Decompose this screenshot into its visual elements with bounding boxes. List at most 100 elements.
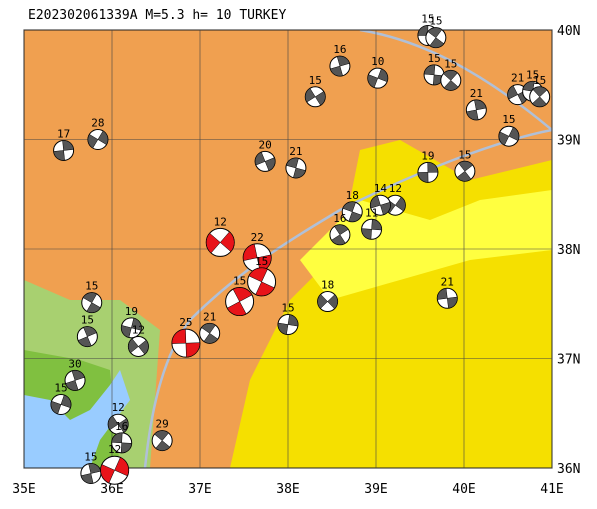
- depth-label: 10: [371, 55, 384, 68]
- beachball: [225, 287, 255, 317]
- beachball-quadrant: [361, 219, 382, 240]
- beachball: [440, 69, 462, 91]
- lat-tick-label: 36N: [557, 462, 580, 477]
- beachball-quadrant: [532, 86, 548, 108]
- depth-label: 15: [85, 280, 98, 293]
- beachball: [329, 55, 351, 77]
- beachball: [329, 224, 351, 246]
- beachball: [465, 99, 487, 121]
- beachball: [361, 218, 383, 240]
- depth-label: 18: [321, 279, 334, 292]
- beachball: [247, 267, 277, 297]
- beachball-quadrant: [53, 140, 74, 161]
- depth-label: 12: [108, 443, 121, 456]
- beachball: [304, 86, 326, 108]
- beachball-quadrant: [456, 161, 474, 182]
- beachball: [107, 413, 129, 435]
- depth-label: 15: [421, 12, 434, 25]
- lon-tick-label: 40E: [452, 482, 475, 497]
- lon-tick-label: 38E: [276, 482, 299, 497]
- beachball-quadrant: [121, 317, 142, 338]
- beachball-quadrant: [285, 157, 306, 179]
- beachball: [151, 430, 173, 452]
- beachball-quadrant: [254, 151, 276, 171]
- beachball: [454, 160, 476, 182]
- beachball: [205, 227, 235, 257]
- depth-label: 11: [365, 206, 378, 219]
- depth-label: 15: [458, 148, 471, 161]
- lat-tick-label: 40N: [557, 24, 580, 39]
- beachball-quadrant: [100, 457, 129, 484]
- beachball-quadrant: [305, 87, 326, 106]
- beachball: [277, 314, 299, 336]
- beachball-quadrant: [417, 162, 439, 183]
- depth-label: 29: [156, 418, 169, 431]
- depth-label: 16: [333, 43, 346, 56]
- beachball: [111, 432, 133, 454]
- lat-tick-label: 39N: [557, 134, 580, 149]
- beachball: [498, 125, 520, 147]
- depth-label: 12: [132, 323, 145, 336]
- beachball-quadrant: [317, 294, 338, 310]
- beachball-quadrant: [50, 394, 72, 415]
- lon-tick-label: 41E: [540, 482, 563, 497]
- beachball-quadrant: [342, 201, 362, 222]
- lon-tick-label: 37E: [188, 482, 211, 497]
- beachball-quadrant: [154, 430, 171, 451]
- depth-label: 19: [125, 305, 138, 318]
- beachball-quadrant: [201, 323, 219, 344]
- depth-label: 15: [281, 302, 294, 315]
- beachball-quadrant: [466, 99, 487, 121]
- depth-label: 15: [233, 275, 246, 288]
- depth-label: 25: [179, 316, 192, 329]
- beachball: [369, 194, 391, 216]
- depth-label: 12: [112, 401, 125, 414]
- beachball: [87, 129, 109, 150]
- depth-label: 17: [57, 127, 70, 140]
- beachball: [53, 139, 75, 161]
- beachball-quadrant: [65, 370, 85, 391]
- lat-tick-label: 37N: [557, 353, 580, 368]
- beachball-quadrant: [87, 130, 109, 149]
- beachball: [529, 86, 551, 108]
- depth-label: 15: [526, 68, 539, 81]
- beachball: [199, 322, 221, 344]
- beachball: [367, 67, 389, 89]
- depth-label: 15: [84, 450, 97, 463]
- beachball: [120, 317, 142, 339]
- lon-tick-label: 35E: [12, 482, 35, 497]
- beachball-quadrant: [107, 415, 129, 433]
- depth-label: 16: [333, 212, 346, 225]
- map-title: E202302061339A M=5.3 h= 10 TURKEY: [28, 8, 286, 23]
- depth-label: 15: [502, 113, 515, 126]
- beachball: [425, 27, 447, 49]
- beachball: [341, 201, 363, 223]
- depth-label: 15: [255, 255, 268, 268]
- depth-label: 12: [389, 182, 402, 195]
- lon-tick-label: 39E: [364, 482, 387, 497]
- beachball-quadrant: [498, 126, 520, 146]
- beachball-quadrant: [437, 288, 458, 309]
- beachball-quadrant: [443, 70, 459, 91]
- beachball-quadrant: [329, 55, 350, 77]
- depth-label: 15: [54, 381, 67, 394]
- depth-label: 18: [346, 189, 359, 202]
- beachball: [80, 462, 102, 484]
- depth-label: 15: [444, 57, 457, 70]
- depth-label: 19: [421, 149, 434, 162]
- beachball: [81, 292, 103, 314]
- beachball: [127, 335, 149, 357]
- beachball-quadrant: [226, 287, 253, 316]
- beachball: [254, 150, 276, 172]
- beachball: [171, 328, 201, 358]
- depth-label: 21: [441, 275, 454, 288]
- beachball-quadrant: [111, 432, 132, 454]
- beachball: [317, 291, 339, 313]
- depth-label: 21: [203, 310, 216, 323]
- depth-label: 16: [115, 420, 128, 433]
- beachball-quadrant: [331, 224, 349, 246]
- beachball: [436, 287, 458, 309]
- beachball: [100, 455, 130, 485]
